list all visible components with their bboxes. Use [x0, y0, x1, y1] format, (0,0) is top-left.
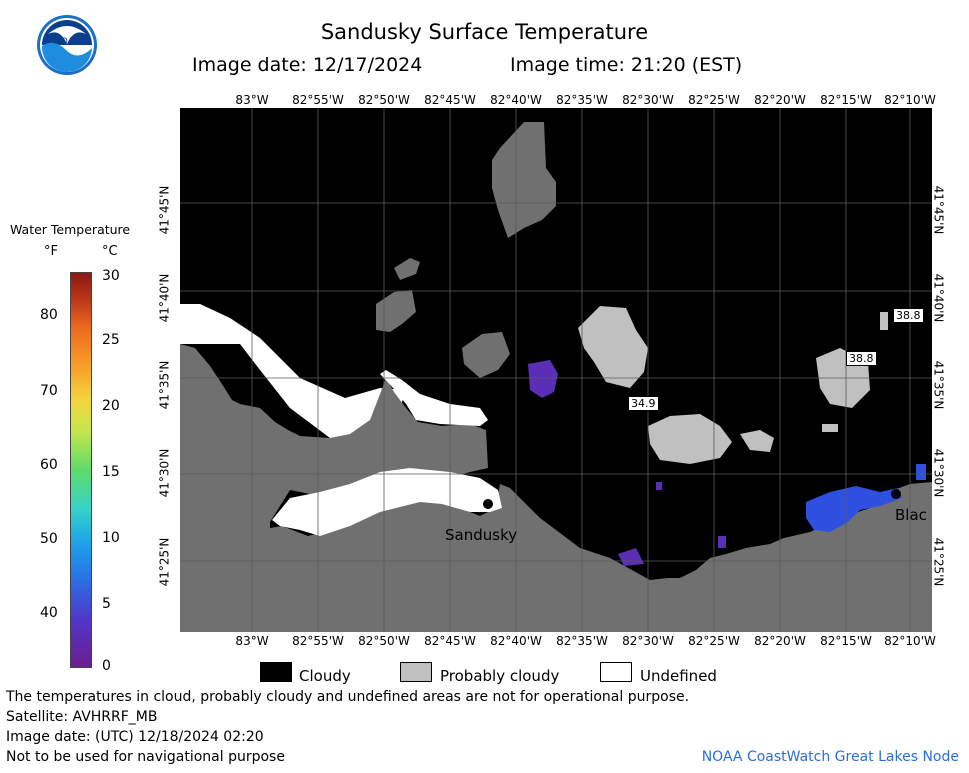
- lon-label-bottom: 82°45'W: [424, 634, 476, 648]
- lon-label-top: 82°10'W: [884, 93, 936, 107]
- map-title: Sandusky Surface Temperature: [320, 20, 649, 44]
- f-tick: 50: [40, 531, 58, 547]
- lat-label-left: 41°45'N: [157, 185, 172, 235]
- lon-label-bottom: 82°25'W: [688, 634, 740, 648]
- lon-label-top: 82°25'W: [688, 93, 740, 107]
- f-tick: 70: [40, 383, 58, 399]
- lon-label-bottom: 82°15'W: [820, 634, 872, 648]
- lon-label-top: 82°45'W: [424, 93, 476, 107]
- c-tick: 10: [102, 530, 120, 546]
- temperature-label: 34.9: [628, 396, 659, 411]
- undefined-area: [272, 468, 502, 536]
- city-marker: [891, 489, 901, 499]
- temperature-label: 38.8: [893, 308, 924, 323]
- legend-label-undefined: Undefined: [640, 667, 717, 685]
- c-tick: 0: [102, 658, 111, 674]
- noaa-logo-icon: NOAA: [36, 14, 98, 76]
- image-time: Image time: 21:20 (EST): [510, 54, 743, 76]
- lon-label-top: 82°40'W: [490, 93, 542, 107]
- lon-label-top: 82°20'W: [754, 93, 806, 107]
- lon-label-bottom: 82°20'W: [754, 634, 806, 648]
- nav-warning-text: Not to be used for navigational purpose: [6, 749, 285, 765]
- lon-label-bottom: 83°W: [235, 634, 269, 648]
- c-tick: 25: [102, 332, 120, 348]
- lon-label-bottom: 82°50'W: [358, 634, 410, 648]
- temperature-colorbar: [70, 272, 92, 668]
- lon-label-top: 83°W: [235, 93, 269, 107]
- lat-label-left: 41°30'N: [157, 448, 172, 498]
- lat-label-right: 41°35'N: [931, 360, 946, 410]
- graticule: [180, 108, 932, 632]
- c-tick: 5: [102, 596, 111, 612]
- image-date: Image date: 12/17/2024: [192, 54, 423, 76]
- utc-date-text: Image date: (UTC) 12/18/2024 02:20: [6, 729, 264, 745]
- unit-celsius: °C: [102, 244, 118, 259]
- legend-label-cloudy: Cloudy: [299, 667, 351, 685]
- lon-label-top: 82°55'W: [292, 93, 344, 107]
- water-temperature-area: [806, 486, 902, 532]
- logo-text: NOAA: [54, 36, 80, 46]
- f-tick: 80: [40, 307, 58, 323]
- lat-label-right: 41°40'N: [931, 273, 946, 323]
- place-label-sandusky: Sandusky: [445, 526, 518, 544]
- credit-text: NOAA CoastWatch Great Lakes Node: [701, 749, 959, 765]
- unit-fahrenheit: °F: [44, 244, 58, 259]
- lon-label-bottom: 82°40'W: [490, 634, 542, 648]
- temperature-map: [180, 108, 932, 632]
- lat-label-right: 41°45'N: [931, 185, 946, 235]
- lon-label-top: 82°50'W: [358, 93, 410, 107]
- lon-label-top: 82°30'W: [622, 93, 674, 107]
- lon-label-bottom: 82°30'W: [622, 634, 674, 648]
- probably-cloudy-area: [578, 306, 648, 388]
- legend-label-probably-cloudy: Probably cloudy: [440, 667, 560, 685]
- temperature-label: 38.8: [846, 351, 877, 366]
- lat-label-left: 41°25'N: [157, 537, 172, 587]
- lon-label-bottom: 82°10'W: [884, 634, 936, 648]
- legend-swatch-probably-cloudy: [400, 662, 432, 682]
- f-tick: 40: [40, 605, 58, 621]
- legend-swatch-cloudy: [260, 662, 292, 682]
- c-tick: 30: [102, 268, 120, 284]
- place-label-blac: Blac: [895, 506, 927, 524]
- lon-label-top: 82°15'W: [820, 93, 872, 107]
- land-area: [180, 344, 932, 632]
- c-tick: 15: [102, 464, 120, 480]
- lon-label-top: 82°35'W: [556, 93, 608, 107]
- f-tick: 60: [40, 457, 58, 473]
- lat-label-left: 41°40'N: [157, 273, 172, 323]
- c-tick: 20: [102, 398, 120, 414]
- disclaimer-text: The temperatures in cloud, probably clou…: [6, 689, 690, 705]
- probably-cloudy-area: [648, 414, 732, 464]
- satellite-text: Satellite: AVHRRF_MB: [6, 709, 158, 725]
- water-temperature-area: [528, 360, 558, 398]
- lat-label-right: 41°25'N: [931, 537, 946, 587]
- colorbar-title: Water Temperature: [10, 222, 131, 237]
- probably-cloudy-area: [492, 122, 556, 238]
- lon-label-bottom: 82°35'W: [556, 634, 608, 648]
- sandusky-marker: [483, 499, 493, 509]
- undefined-area: [180, 304, 406, 438]
- lon-label-bottom: 82°55'W: [292, 634, 344, 648]
- lat-label-right: 41°30'N: [931, 448, 946, 498]
- lat-label-left: 41°35'N: [157, 360, 172, 410]
- legend-swatch-undefined: [600, 662, 632, 682]
- probably-cloudy-area: [376, 290, 416, 332]
